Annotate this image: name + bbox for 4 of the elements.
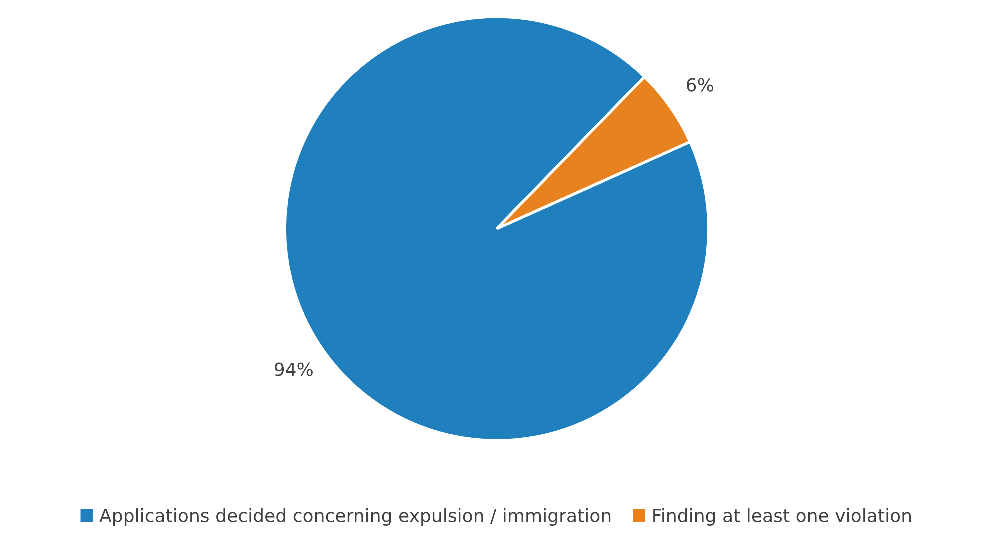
legend-label: Finding at least one violation bbox=[654, 508, 912, 526]
data-label: 6% bbox=[687, 78, 714, 92]
legend-label: Applications decided concerning expulsion / immigration bbox=[100, 508, 611, 526]
data-label: 94% bbox=[274, 362, 313, 376]
